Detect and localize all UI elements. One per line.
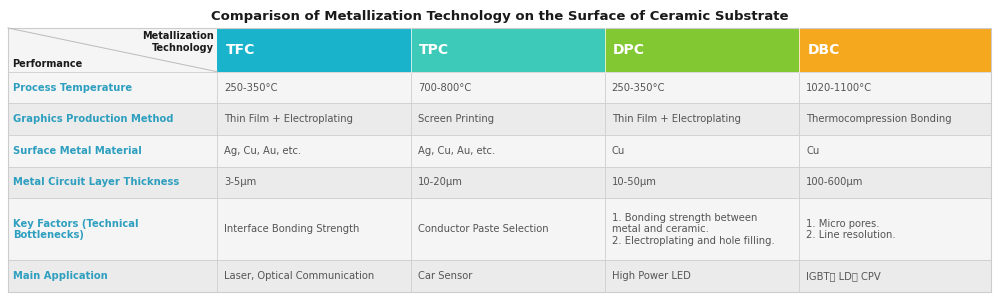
Text: DPC: DPC	[612, 43, 644, 57]
Bar	[411, 135, 604, 167]
Text: 100-600μm: 100-600μm	[806, 178, 864, 188]
Bar	[604, 167, 799, 198]
Bar	[411, 103, 604, 135]
Bar	[8, 72, 218, 104]
Bar	[411, 72, 604, 104]
Text: High Power LED: High Power LED	[611, 271, 690, 281]
Bar	[799, 103, 991, 135]
Bar	[8, 103, 218, 135]
Bar	[799, 28, 991, 72]
Text: Performance: Performance	[12, 59, 82, 69]
Text: Comparison of Metallization Technology on the Surface of Ceramic Substrate: Comparison of Metallization Technology o…	[211, 10, 788, 23]
Bar	[218, 28, 411, 72]
Text: Process Temperature: Process Temperature	[13, 82, 132, 93]
Bar	[604, 103, 799, 135]
Text: Ag, Cu, Au, etc.: Ag, Cu, Au, etc.	[418, 146, 496, 156]
Bar	[799, 72, 991, 104]
Bar	[8, 260, 218, 292]
Text: Cu: Cu	[806, 146, 819, 156]
Bar	[8, 28, 991, 292]
Bar	[411, 260, 604, 292]
Text: Ag, Cu, Au, etc.: Ag, Cu, Au, etc.	[225, 146, 302, 156]
Bar	[604, 72, 799, 104]
Text: Surface Metal Material: Surface Metal Material	[13, 146, 142, 156]
Bar	[799, 198, 991, 260]
Bar	[218, 103, 411, 135]
Text: IGBT、 LD、 CPV: IGBT、 LD、 CPV	[806, 271, 881, 281]
Bar	[604, 198, 799, 260]
Bar	[218, 167, 411, 198]
Text: 3-5μm: 3-5μm	[225, 178, 257, 188]
Bar	[799, 167, 991, 198]
Bar	[218, 72, 411, 104]
Text: Screen Printing: Screen Printing	[418, 114, 495, 124]
Text: 1. Bonding strength between
metal and ceramic.
2. Electroplating and hole fillin: 1. Bonding strength between metal and ce…	[611, 213, 774, 246]
Bar	[411, 28, 604, 72]
Text: 10-20μm: 10-20μm	[418, 178, 463, 188]
Text: Cu: Cu	[611, 146, 625, 156]
Text: 250-350°C: 250-350°C	[611, 82, 665, 93]
Text: Thin Film + Electroplating: Thin Film + Electroplating	[225, 114, 354, 124]
Text: Main Application: Main Application	[13, 271, 108, 281]
Text: Thin Film + Electroplating: Thin Film + Electroplating	[611, 114, 740, 124]
Text: Metal Circuit Layer Thickness: Metal Circuit Layer Thickness	[13, 178, 179, 188]
Bar	[411, 198, 604, 260]
Bar	[411, 167, 604, 198]
Bar	[8, 198, 218, 260]
Text: Conductor Paste Selection: Conductor Paste Selection	[418, 224, 548, 234]
Bar	[604, 28, 799, 72]
Text: Key Factors (Technical
Bottlenecks): Key Factors (Technical Bottlenecks)	[13, 218, 139, 240]
Text: TFC: TFC	[226, 43, 255, 57]
Text: Laser, Optical Communication: Laser, Optical Communication	[225, 271, 375, 281]
Bar	[604, 135, 799, 167]
Text: Car Sensor: Car Sensor	[418, 271, 473, 281]
Bar	[799, 135, 991, 167]
Text: 1. Micro pores.
2. Line resolution.: 1. Micro pores. 2. Line resolution.	[806, 218, 896, 240]
Text: 700-800°C: 700-800°C	[418, 82, 472, 93]
Text: TPC: TPC	[419, 43, 450, 57]
Text: 250-350°C: 250-350°C	[225, 82, 278, 93]
Bar	[218, 198, 411, 260]
Text: 1020-1100°C: 1020-1100°C	[806, 82, 872, 93]
Bar	[604, 260, 799, 292]
Text: Thermocompression Bonding: Thermocompression Bonding	[806, 114, 952, 124]
Text: 10-50μm: 10-50μm	[611, 178, 656, 188]
Text: Graphics Production Method: Graphics Production Method	[13, 114, 174, 124]
Text: Metallization
Technology: Metallization Technology	[142, 31, 214, 52]
Bar	[8, 28, 218, 72]
Bar	[799, 260, 991, 292]
Text: DBC: DBC	[807, 43, 840, 57]
Bar	[8, 167, 218, 198]
Text: Interface Bonding Strength: Interface Bonding Strength	[225, 224, 360, 234]
Bar	[8, 135, 218, 167]
Bar	[218, 260, 411, 292]
Bar	[218, 135, 411, 167]
